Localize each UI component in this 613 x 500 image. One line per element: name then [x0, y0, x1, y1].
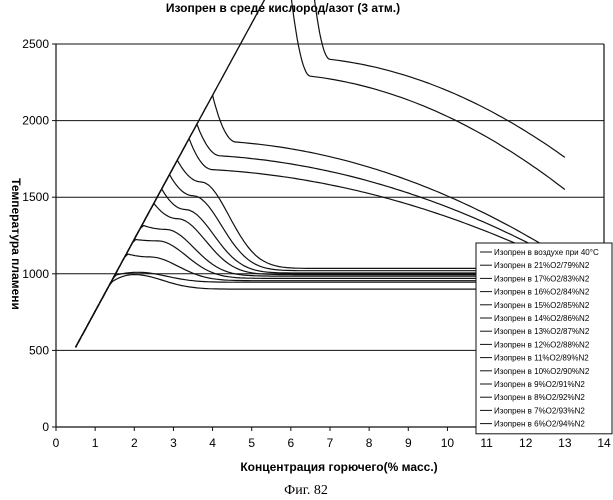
y-tick-label-4: 2000 — [22, 114, 49, 128]
x-tick-label-14: 14 — [597, 436, 611, 450]
x-axis-title: Концентрация горючего(% масс.) — [240, 460, 437, 474]
x-tick-label-0: 0 — [53, 436, 60, 450]
legend-label-10: Изопрен в 9%O2/91%N2 — [494, 380, 585, 389]
legend-label-13: Изопрен в 6%O2/94%N2 — [494, 420, 585, 429]
y-tick-label-3: 1500 — [22, 190, 49, 204]
legend-label-0: Изопрен в воздухе при 40°C — [494, 248, 599, 257]
chart: Изопрен в среде кислород/азот (3 атм.) 0… — [0, 0, 613, 500]
y-tick-label-5: 2500 — [22, 37, 49, 51]
y-tick-label-1: 500 — [29, 343, 49, 357]
x-tick-label-6: 6 — [288, 436, 295, 450]
x-tick-label-1: 1 — [92, 436, 99, 450]
y-tick-label-2: 1000 — [22, 267, 49, 281]
legend-label-11: Изопрен в 8%O2/92%N2 — [494, 393, 585, 402]
legend: Изопрен в воздухе при 40°C Изопрен в 21%O… — [476, 243, 612, 434]
x-tick-label-4: 4 — [209, 436, 216, 450]
x-tick-label-11: 11 — [480, 436, 493, 450]
legend-label-8: Изопрен в 11%O2/89%N2 — [494, 354, 589, 363]
legend-label-3: Изопрен в 16%O2/84%N2 — [494, 288, 590, 297]
legend-label-7: Изопрен в 12%O2/88%N2 — [494, 340, 590, 349]
legend-label-12: Изопрен в 7%O2/93%N2 — [494, 406, 585, 415]
x-tick-label-2: 2 — [131, 436, 138, 450]
y-axis-title: Температура пламени — [9, 178, 23, 310]
y-tick-label-0: 0 — [42, 420, 49, 434]
legend-label-4: Изопрен в 15%O2/85%N2 — [494, 301, 590, 310]
chart-title: Изопрен в среде кислород/азот (3 атм.) — [166, 1, 400, 15]
figure-caption: Фиг. 82 — [284, 483, 328, 498]
legend-label-1: Изопрен в 21%O2/79%N2 — [494, 261, 590, 270]
x-tick-label-3: 3 — [170, 436, 177, 450]
x-tick-label-5: 5 — [248, 436, 255, 450]
x-tick-label-13: 13 — [558, 436, 572, 450]
legend-label-2: Изопрен в 17%O2/83%N2 — [494, 274, 590, 283]
legend-label-9: Изопрен в 10%O2/90%N2 — [494, 367, 590, 376]
legend-label-6: Изопрен в 13%O2/87%N2 — [494, 327, 590, 336]
x-tick-label-10: 10 — [441, 436, 455, 450]
x-tick-label-7: 7 — [327, 436, 334, 450]
x-tick-label-12: 12 — [519, 436, 533, 450]
x-tick-label-8: 8 — [366, 436, 373, 450]
legend-box — [476, 243, 612, 434]
x-tick-label-9: 9 — [405, 436, 412, 450]
legend-label-5: Изопрен в 14%O2/86%N2 — [494, 314, 590, 323]
